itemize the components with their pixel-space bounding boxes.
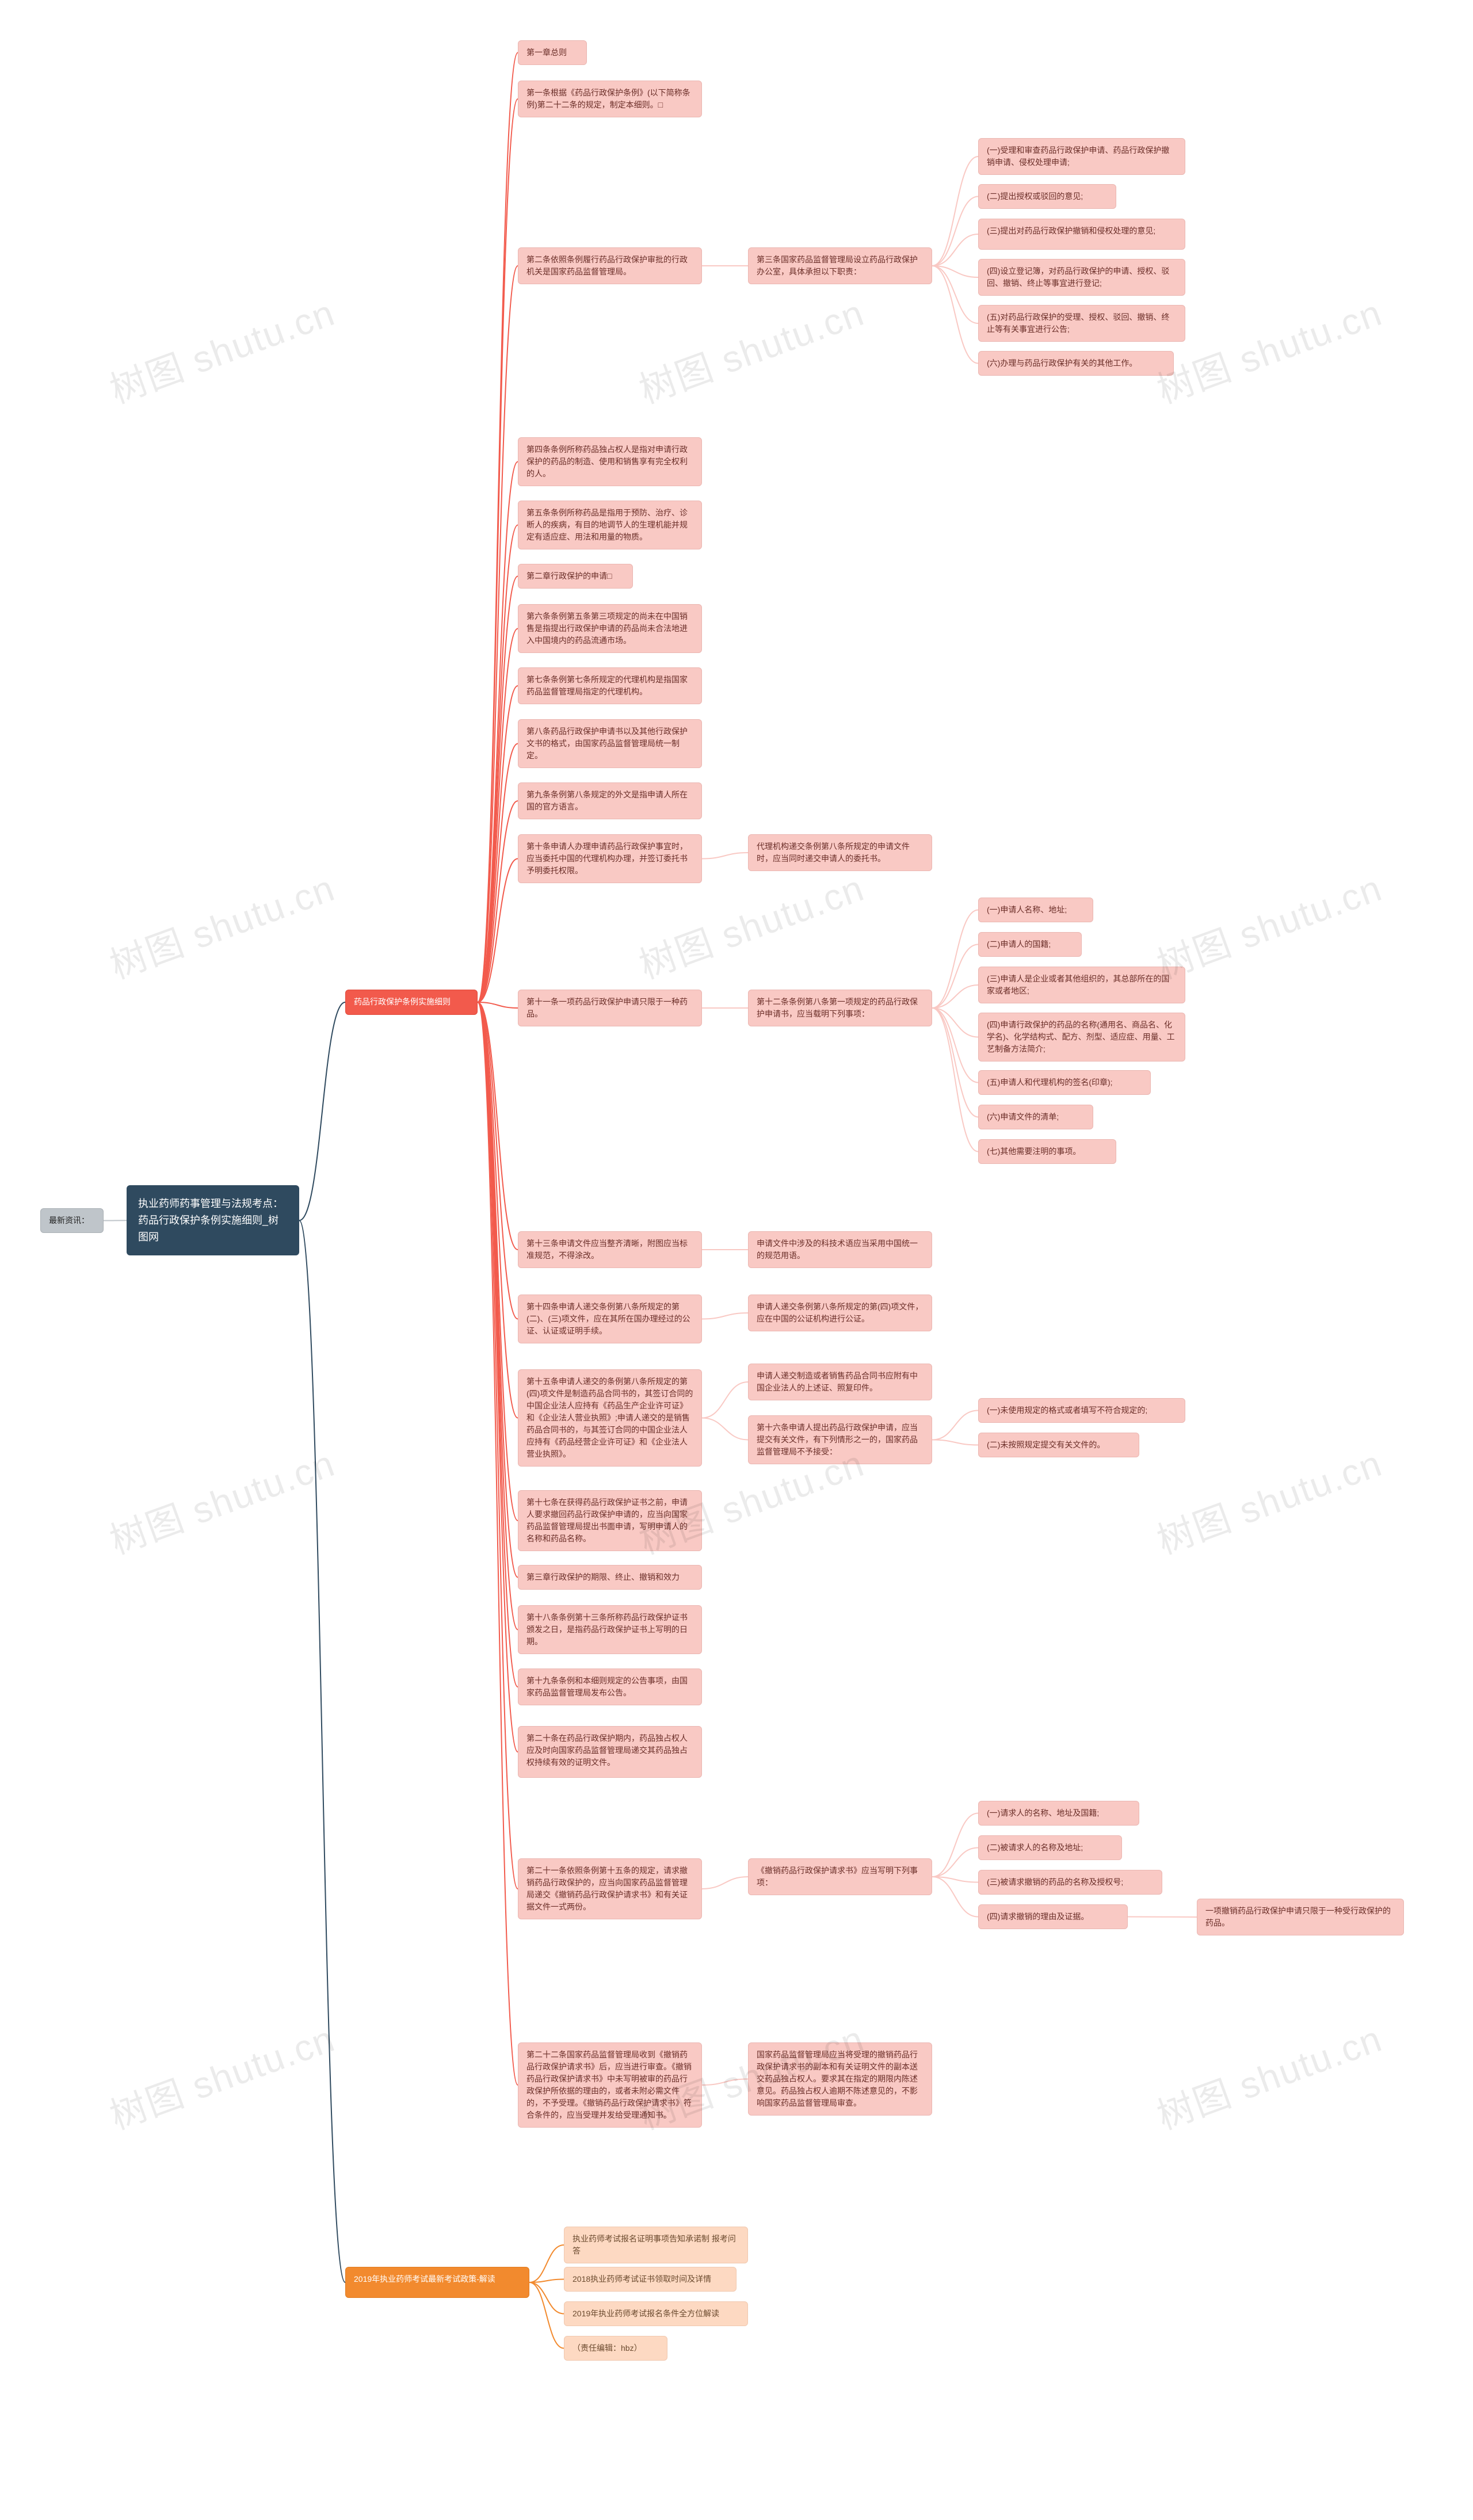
node-art12-item2[interactable]: (二)申请人的国籍; [978,932,1082,957]
node-branch-regulation[interactable]: 药品行政保护条例实施细则 [345,990,478,1015]
node-art16[interactable]: 第十六条申请人提出药品行政保护申请，应当提交有关文件，有下列情形之一的，国家药品… [748,1415,932,1464]
node-ch1-title[interactable]: 第一章总则 [518,40,587,65]
node-policy-2019signup[interactable]: 2019年执业药师考试报名条件全方位解读 [564,2301,748,2326]
node-art5[interactable]: 第五条条例所称药品是指用于预防、治疗、诊断人的疾病，有目的地调节人的生理机能并规… [518,501,702,549]
node-art14[interactable]: 第十四条申请人递交条例第八条所规定的第(二)、(三)项文件，应在其所在国办理经过… [518,1295,702,1343]
node-policy-2018cert[interactable]: 2018执业药师考试证书领取时间及详情 [564,2267,736,2292]
node-art12-item4[interactable]: (四)申请行政保护的药品的名称(通用名、商品名、化学名)、化学结构式、配方、剂型… [978,1013,1185,1062]
node-editor-credit[interactable]: （责任编辑：hbz） [564,2336,667,2361]
node-art11[interactable]: 第十一条一项药品行政保护申请只限于一种药品。 [518,990,702,1026]
node-art16-item1[interactable]: (一)未使用规定的格式或者填写不符合规定的; [978,1398,1185,1423]
node-art21-sub[interactable]: 《撤销药品行政保护请求书》应当写明下列事项： [748,1858,932,1895]
node-art13[interactable]: 第十三条申请文件应当整齐清晰，附图应当标准规范，不得涂改。 [518,1231,702,1268]
node-art12-item5[interactable]: (五)申请人和代理机构的签名(印章); [978,1070,1151,1095]
node-news[interactable]: 最新资讯： [40,1208,104,1233]
node-ch3-title[interactable]: 第三章行政保护的期限、终止、撤销和效力 [518,1565,702,1590]
watermark: 树图 shutu.cn [1149,284,1388,414]
node-art21-item1[interactable]: (一)请求人的名称、地址及国籍; [978,1801,1139,1826]
node-ch2-title[interactable]: 第二章行政保护的申请□ [518,564,633,589]
node-art12-item3[interactable]: (三)申请人是企业或者其他组织的，其总部所在的国家或者地区; [978,967,1185,1003]
node-art15-sub1[interactable]: 申请人递交制造或者销售药品合同书应附有中国企业法人的上述证、照复印件。 [748,1364,932,1400]
node-art13-sub[interactable]: 申请文件中涉及的科技术语应当采用中国统一的规范用语。 [748,1231,932,1268]
connectors-layer [0,0,1473,2520]
node-art21-item3[interactable]: (三)被请求撤销的药品的名称及授权号; [978,1870,1162,1895]
node-art21-item4[interactable]: (四)请求撤销的理由及证据。 [978,1904,1128,1929]
watermark: 树图 shutu.cn [631,284,871,414]
node-art1[interactable]: 第一条根据《药品行政保护条例》(以下简称条例)第二十二条的规定，制定本细则。□ [518,81,702,117]
node-art6[interactable]: 第六条条例第五条第三项规定的尚未在中国销售是指提出行政保护申请的药品尚未合法地进… [518,604,702,653]
watermark: 树图 shutu.cn [102,2010,341,2140]
node-art22[interactable]: 第二十二条国家药品监督管理局收到《撤销药品行政保护请求书》后，应当进行审查。《撤… [518,2042,702,2128]
node-art21-item4-sub[interactable]: 一项撤销药品行政保护申请只限于一种受行政保护的药品。 [1197,1899,1404,1935]
node-art18[interactable]: 第十八条条例第十三条所称药品行政保护证书颁发之日，是指药品行政保护证书上写明的日… [518,1605,702,1654]
node-art3-item6[interactable]: (六)办理与药品行政保护有关的其他工作。 [978,351,1174,376]
node-art3-item5[interactable]: (五)对药品行政保护的受理、授权、驳回、撤销、终止等有关事宜进行公告; [978,305,1185,342]
node-art3-item1[interactable]: (一)受理和审查药品行政保护申请、药品行政保护撤销申请、侵权处理申请; [978,138,1185,175]
watermark: 树图 shutu.cn [1149,1434,1388,1565]
node-art9[interactable]: 第九条条例第八条规定的外文是指申请人所在国的官方语言。 [518,782,702,819]
node-art10-sub[interactable]: 代理机构递交条例第八条所规定的申请文件时，应当同时递交申请人的委托书。 [748,834,932,871]
node-art14-sub[interactable]: 申请人递交条例第八条所规定的第(四)项文件，应在中国的公证机构进行公证。 [748,1295,932,1331]
node-branch-policy-2019[interactable]: 2019年执业药师考试最新考试政策-解读 [345,2267,529,2298]
node-art15[interactable]: 第十五条申请人递交的条例第八条所规定的第(四)项文件是制造药品合同书的，其签订合… [518,1369,702,1467]
node-policy-qa[interactable]: 执业药师考试报名证明事项告知承诺制 报考问答 [564,2227,748,2263]
node-art12-item6[interactable]: (六)申请文件的清单; [978,1105,1093,1129]
node-art12-item1[interactable]: (一)申请人名称、地址; [978,898,1093,922]
node-art12-item7[interactable]: (七)其他需要注明的事项。 [978,1139,1116,1164]
node-art17[interactable]: 第十七条在获得药品行政保护证书之前，申请人要求撤回药品行政保护申请的，应当向国家… [518,1490,702,1551]
node-art4[interactable]: 第四条条例所称药品独占权人是指对申请行政保护的药品的制造、使用和销售享有完全权利… [518,437,702,486]
watermark: 树图 shutu.cn [102,284,341,414]
node-art2[interactable]: 第二条依照条例履行药品行政保护审批的行政机关是国家药品监督管理局。 [518,247,702,284]
node-art22-sub[interactable]: 国家药品监督管理局应当将受理的撤销药品行政保护请求书的副本和有关证明文件的副本送… [748,2042,932,2116]
node-art21-item2[interactable]: (二)被请求人的名称及地址; [978,1835,1122,1860]
mindmap-canvas: 最新资讯： 执业药师药事管理与法规考点：药品行政保护条例实施细则_树图网 药品行… [0,0,1473,2520]
watermark: 树图 shutu.cn [1149,2010,1388,2140]
node-art10[interactable]: 第十条申请人办理申请药品行政保护事宜时，应当委托中国的代理机构办理，并签订委托书… [518,834,702,883]
node-art20[interactable]: 第二十条在药品行政保护期内，药品独占权人应及时向国家药品监督管理局递交其药品独占… [518,1726,702,1778]
watermark: 树图 shutu.cn [102,859,341,990]
node-art21[interactable]: 第二十一条依照条例第十五条的规定，请求撤销药品行政保护的，应当向国家药品监督管理… [518,1858,702,1919]
node-art16-item2[interactable]: (二)未按照规定提交有关文件的。 [978,1433,1139,1457]
node-art3-item3[interactable]: (三)提出对药品行政保护撤销和侵权处理的意见; [978,219,1185,250]
node-root-title[interactable]: 执业药师药事管理与法规考点：药品行政保护条例实施细则_树图网 [127,1185,299,1255]
node-art7[interactable]: 第七条条例第七条所规定的代理机构是指国家药品监督管理局指定的代理机构。 [518,667,702,704]
watermark: 树图 shutu.cn [102,1434,341,1565]
node-art19[interactable]: 第十九条条例和本细则规定的公告事项，由国家药品监督管理局发布公告。 [518,1668,702,1705]
node-art12[interactable]: 第十二条条例第八条第一项规定的药品行政保护申请书，应当载明下列事项： [748,990,932,1026]
node-art3-item2[interactable]: (二)提出授权或驳回的意见; [978,184,1116,209]
node-art3[interactable]: 第三条国家药品监督管理局设立药品行政保护办公室，具体承担以下职责： [748,247,932,284]
node-art3-item4[interactable]: (四)设立登记簿，对药品行政保护的申请、授权、驳回、撤销、终止等事宜进行登记; [978,259,1185,296]
node-art8[interactable]: 第八条药品行政保护申请书以及其他行政保护文书的格式，由国家药品监督管理局统一制定… [518,719,702,768]
